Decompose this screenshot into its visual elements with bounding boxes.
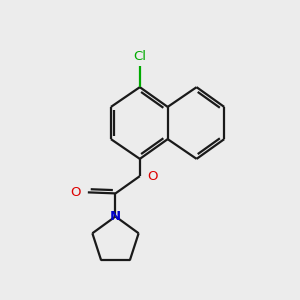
Text: O: O [70, 186, 81, 199]
Text: Cl: Cl [133, 50, 146, 63]
Text: N: N [110, 210, 121, 223]
Text: O: O [147, 169, 157, 183]
